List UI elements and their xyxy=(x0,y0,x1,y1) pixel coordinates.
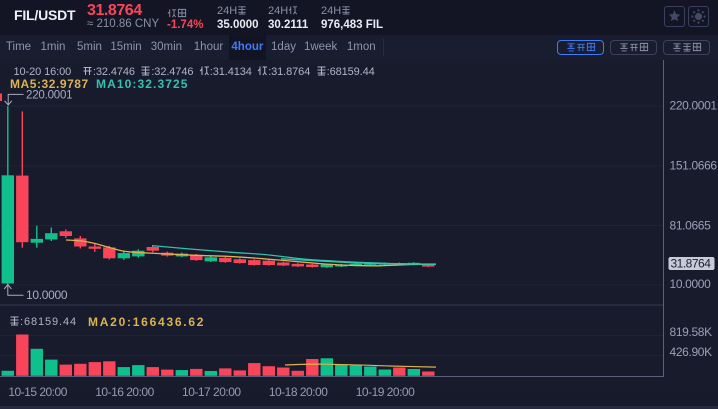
svg-text:10.0000: 10.0000 xyxy=(26,288,68,302)
svg-text:81.0665: 81.0665 xyxy=(670,218,712,232)
svg-text:10-19 20:00: 10-19 20:00 xyxy=(356,385,415,399)
svg-text:10-16 20:00: 10-16 20:00 xyxy=(95,385,154,399)
svg-text:426.90K: 426.90K xyxy=(670,345,713,359)
svg-text:10.0000: 10.0000 xyxy=(670,277,712,291)
svg-text:10-15 20:00: 10-15 20:00 xyxy=(8,385,67,399)
svg-text:220.0001: 220.0001 xyxy=(26,90,72,102)
svg-text:31.8764: 31.8764 xyxy=(671,257,712,271)
svg-text:819.58K: 819.58K xyxy=(670,325,713,339)
svg-text:10-18 20:00: 10-18 20:00 xyxy=(269,385,328,399)
svg-text:220.0001: 220.0001 xyxy=(670,99,718,113)
svg-text:151.0666: 151.0666 xyxy=(670,158,718,172)
svg-text:10-17 20:00: 10-17 20:00 xyxy=(182,385,241,399)
